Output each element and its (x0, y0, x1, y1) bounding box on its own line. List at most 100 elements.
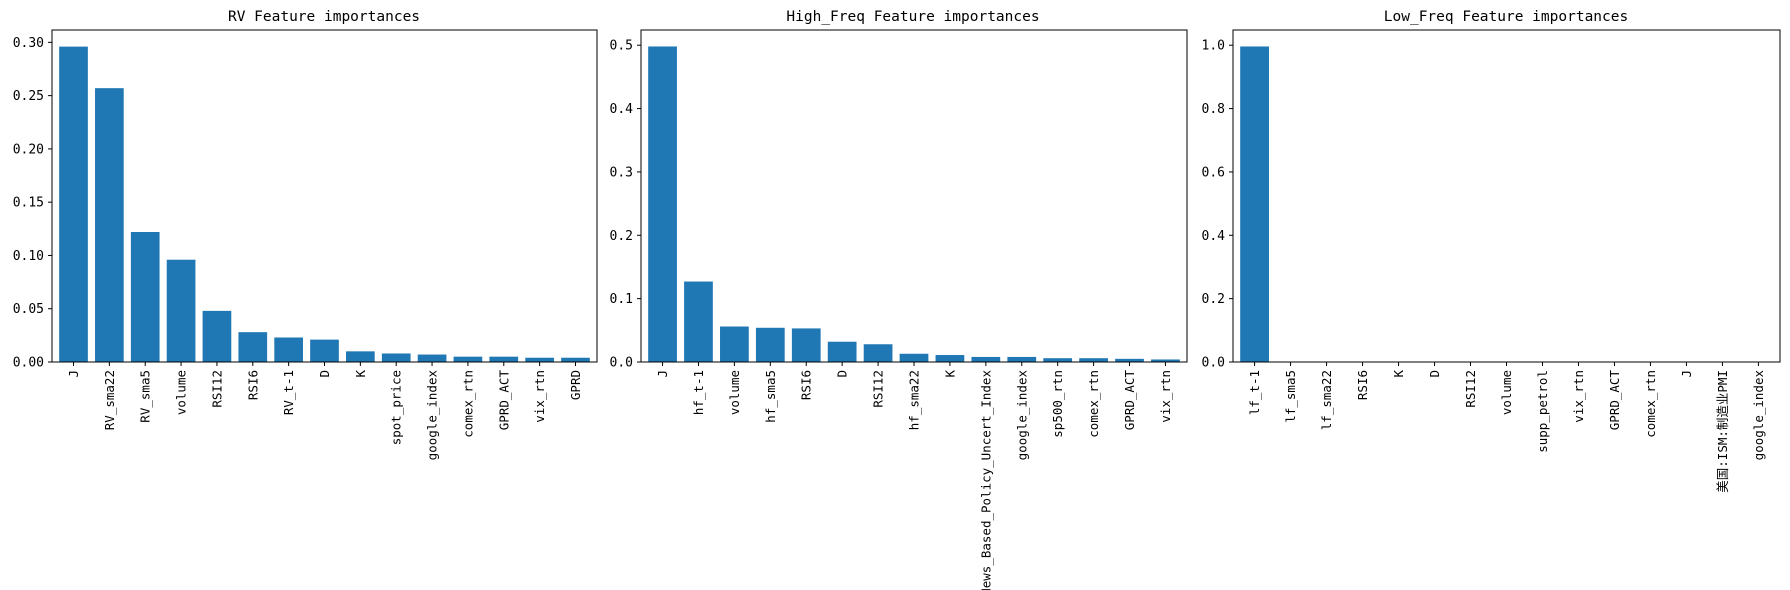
x-tick-label: RV_sma22 (102, 370, 117, 430)
x-tick-label: RSI12 (209, 370, 224, 408)
x-tick-label: lf_t-1 (1247, 370, 1262, 415)
bar (935, 355, 965, 362)
x-tick-label: comex_rtn (1086, 370, 1101, 438)
y-tick-label: 0.30 (13, 36, 44, 51)
x-tick-label: K (353, 370, 368, 378)
x-tick-label: GPRD_ACT (1607, 370, 1622, 431)
bar (310, 339, 339, 362)
x-tick-label: J (66, 370, 81, 378)
bar (1079, 358, 1108, 362)
x-tick-label: GPRD (568, 370, 583, 400)
y-tick-label: 0.1 (610, 292, 633, 307)
x-tick-label: sp500_rtn (1050, 370, 1065, 438)
bar (130, 232, 160, 362)
x-tick-label: RSI6 (799, 370, 814, 400)
bar (827, 341, 857, 362)
y-tick-label: 0.4 (610, 102, 634, 117)
bar (648, 46, 677, 363)
bar (166, 259, 196, 362)
high-freq-chart-panel: High_Freq Feature importances 0.0 0.1 0.2 0… (610, 9, 1188, 590)
y-tick-label: 0.00 (13, 356, 44, 371)
x-tick-label: google_index (425, 370, 440, 461)
x-tick-label: comex_rtn (460, 370, 475, 438)
bar (791, 328, 821, 362)
y-tick-label: 0.2 (610, 229, 633, 244)
x-tick-label: RSI6 (1355, 370, 1370, 400)
y-tick-label: 0.2 (1202, 292, 1225, 307)
x-tick-label: google_index (1014, 370, 1029, 461)
x-tick-label: GPRD_ACT (496, 370, 511, 431)
bar (238, 332, 268, 362)
bar (684, 281, 713, 362)
bar (346, 351, 375, 362)
chart-title: RV Feature importances (228, 9, 420, 25)
x-tick-label: hf_t-1 (691, 370, 706, 415)
y-tick-label: 0.15 (13, 196, 44, 211)
chart-title: Low_Freq Feature importances (1384, 9, 1628, 25)
bar (417, 354, 447, 362)
x-tick-label: D (835, 370, 850, 378)
plot-frame (640, 29, 1188, 363)
x-tick-label: News_Based_Policy_Uncert_Index (978, 370, 993, 590)
x-tick-label: google_index (1751, 370, 1766, 461)
x-tick-label: RV_t-1 (281, 370, 296, 415)
x-tick-label: D (317, 370, 332, 378)
y-tick-label: 0.0 (1202, 356, 1225, 371)
x-tick-label: hf_sma22 (907, 370, 922, 430)
plot-frame (51, 29, 598, 363)
y-tick-label: 0.8 (1202, 102, 1225, 117)
bar (1115, 358, 1144, 362)
y-tick-label: 0.6 (1202, 165, 1225, 180)
bar (1151, 359, 1180, 362)
x-tick-label: D (1427, 370, 1442, 378)
x-tick-label: volume (727, 370, 742, 415)
x-tick-label: spot_price (389, 370, 404, 445)
x-tick-label: K (1391, 370, 1406, 378)
bar (453, 356, 483, 362)
bar (489, 356, 519, 362)
y-tick-label: 0.0 (610, 356, 633, 371)
y-tick-label: 0.25 (13, 89, 44, 104)
x-tick-label: RSI12 (1463, 370, 1478, 408)
x-tick-label: 美国:ISM:制造业PMI (1715, 370, 1730, 493)
y-tick-label: 0.20 (13, 142, 44, 157)
x-tick-label: lf_sma5 (1283, 370, 1298, 423)
x-tick-label: volume (1499, 370, 1514, 415)
y-tick-label: 0.3 (610, 165, 633, 180)
bar (274, 337, 303, 362)
bar (59, 46, 88, 363)
x-tick-label: vix_rtn (1158, 370, 1173, 423)
rv-chart-panel: RV Feature importances 0.00 0.05 0.10 0.15 0… (13, 9, 598, 461)
chart-title: High_Freq Feature importances (786, 9, 1039, 25)
x-tick-label: J (1679, 370, 1694, 378)
low-freq-chart-panel: Low_Freq Feature importances 0.0 0.2 0.4 0.… (1202, 9, 1781, 493)
y-tick-label: 0.10 (13, 249, 44, 264)
x-tick-label: comex_rtn (1643, 370, 1658, 438)
bar (1240, 46, 1269, 363)
y-tick-label: 0.5 (610, 39, 633, 54)
bar (381, 353, 411, 362)
x-tick-label: vix_rtn (532, 370, 547, 423)
bar (1007, 356, 1037, 362)
plot-frame (1232, 29, 1781, 363)
y-tick-label: 1.0 (1202, 39, 1225, 54)
x-tick-label: GPRD_ACT (1122, 370, 1137, 431)
y-tick-label: 0.05 (13, 302, 44, 317)
bar (95, 88, 124, 362)
x-tick-label: lf_sma22 (1319, 370, 1334, 430)
bar (863, 344, 893, 362)
x-tick-label: RV_sma5 (138, 370, 153, 423)
y-tick-label: 0.4 (1202, 229, 1226, 244)
bar (899, 353, 929, 362)
x-tick-label: J (655, 370, 670, 378)
x-tick-label: vix_rtn (1571, 370, 1586, 423)
bar (720, 326, 749, 362)
bar (971, 356, 1001, 362)
x-tick-label: hf_sma5 (763, 370, 778, 423)
bar (525, 357, 554, 362)
x-tick-label: RSI6 (245, 370, 260, 400)
x-tick-label: volume (174, 370, 189, 415)
bar (1043, 358, 1073, 362)
